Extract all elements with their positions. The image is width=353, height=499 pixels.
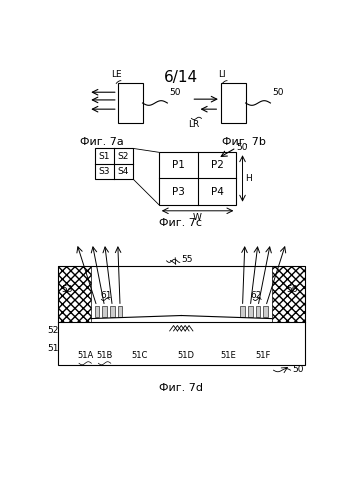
Text: 51A: 51A <box>77 351 93 360</box>
Text: 51E: 51E <box>221 351 237 360</box>
Text: 52: 52 <box>47 326 59 335</box>
Text: S1: S1 <box>98 152 110 161</box>
Bar <box>102 306 107 317</box>
Text: Фиг. 7d: Фиг. 7d <box>158 383 203 393</box>
Text: Фиг. 7а: Фиг. 7а <box>80 137 124 147</box>
Text: 50: 50 <box>292 365 304 374</box>
Bar <box>240 306 245 317</box>
Text: P2: P2 <box>210 160 223 170</box>
Bar <box>118 306 122 317</box>
Text: P3: P3 <box>172 187 185 197</box>
Text: 61: 61 <box>100 291 112 300</box>
Bar <box>263 306 268 317</box>
Text: 6/14: 6/14 <box>163 70 198 85</box>
Text: 51D: 51D <box>178 351 195 360</box>
Text: 50: 50 <box>273 88 284 97</box>
Text: S3: S3 <box>98 167 110 176</box>
Text: 55: 55 <box>181 255 193 264</box>
Bar <box>272 266 305 322</box>
Text: 53: 53 <box>61 285 73 294</box>
Text: W: W <box>193 213 202 222</box>
Text: H: H <box>245 174 252 183</box>
Bar <box>58 266 91 322</box>
Text: 50: 50 <box>236 143 248 152</box>
Text: Фиг. 7b: Фиг. 7b <box>222 137 266 147</box>
Bar <box>256 306 261 317</box>
Text: S2: S2 <box>118 152 129 161</box>
Bar <box>95 306 99 317</box>
Bar <box>95 148 133 179</box>
Text: LI: LI <box>219 70 226 79</box>
Bar <box>248 306 253 317</box>
Text: 51B: 51B <box>96 351 113 360</box>
Text: P4: P4 <box>210 187 223 197</box>
Bar <box>159 152 236 205</box>
Text: 51: 51 <box>47 344 59 353</box>
Text: LE: LE <box>111 70 121 79</box>
Bar <box>110 306 115 317</box>
Text: LR: LR <box>188 120 199 129</box>
Bar <box>118 83 143 123</box>
Text: P1: P1 <box>172 160 185 170</box>
Text: 51F: 51F <box>256 351 271 360</box>
Text: 50: 50 <box>170 88 181 97</box>
Text: S4: S4 <box>118 167 129 176</box>
Text: 56: 56 <box>286 285 298 294</box>
Text: 51C: 51C <box>131 351 148 360</box>
Bar <box>58 266 305 365</box>
Bar <box>221 83 246 123</box>
Text: 62: 62 <box>251 291 262 300</box>
Text: Фиг. 7с: Фиг. 7с <box>159 218 202 228</box>
